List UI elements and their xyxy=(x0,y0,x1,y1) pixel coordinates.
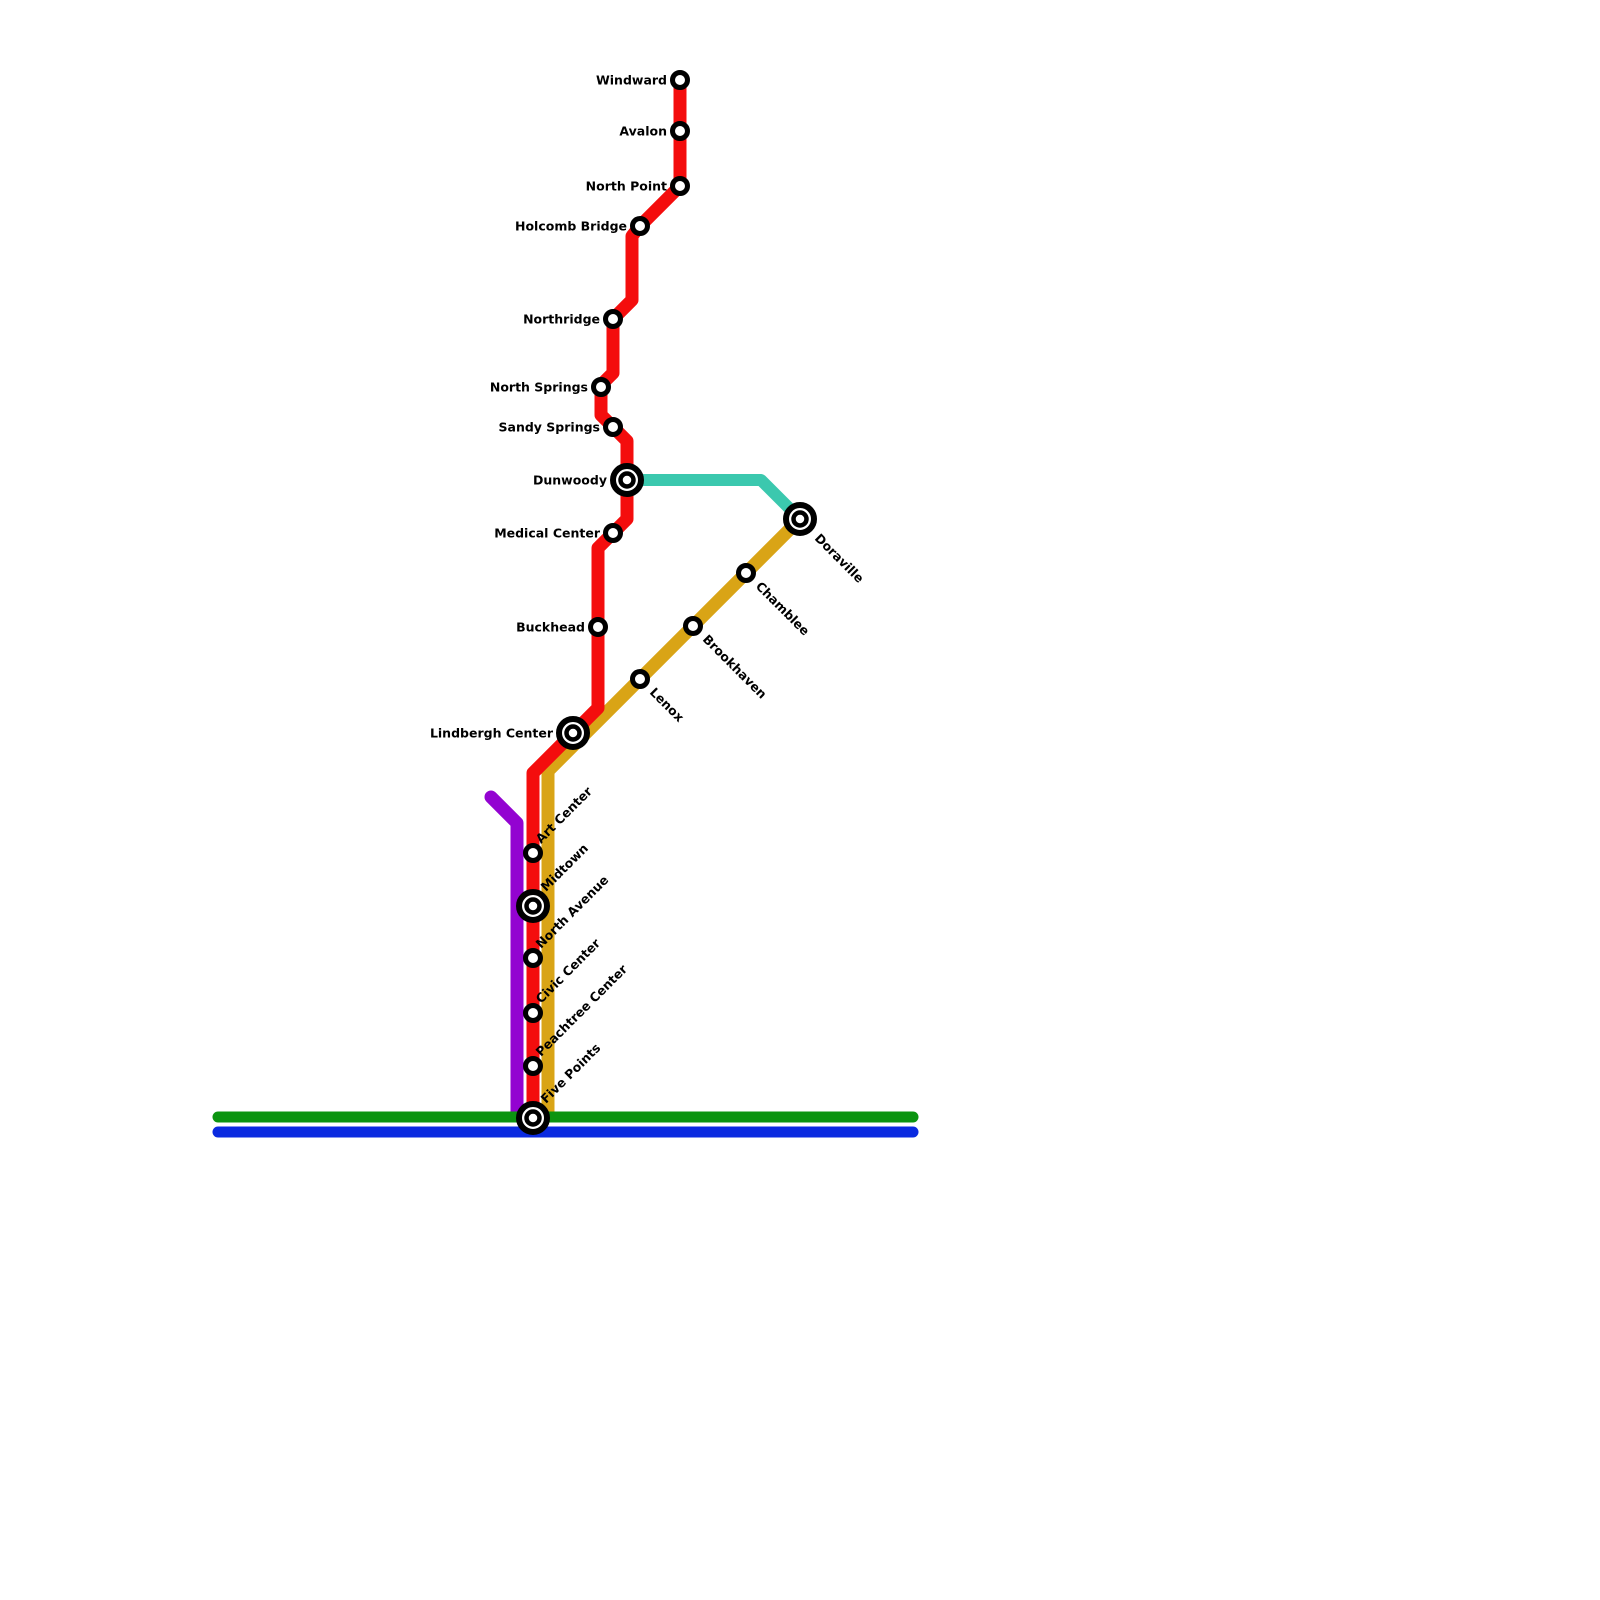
station-marker xyxy=(591,377,611,397)
station-marker xyxy=(588,617,608,637)
station-north-springs: North Springs xyxy=(490,377,611,397)
station-marker xyxy=(670,70,690,90)
station-marker xyxy=(603,523,623,543)
station-marker xyxy=(523,843,543,863)
station-marker xyxy=(603,309,623,329)
station-label-windward: Windward xyxy=(596,73,667,88)
station-marker xyxy=(523,1003,543,1023)
red-line xyxy=(526,73,687,1120)
station-marker xyxy=(683,616,703,636)
station-label-north-springs: North Springs xyxy=(490,380,588,395)
station-avalon: Avalon xyxy=(619,121,690,141)
station-medical-center: Medical Center xyxy=(494,523,623,543)
station-label-sandy-springs: Sandy Springs xyxy=(499,420,600,435)
station-holcomb-bridge: Holcomb Bridge xyxy=(515,216,650,236)
station-label-lenox: Lenox xyxy=(647,685,687,725)
station-label-doraville: Doraville xyxy=(812,531,867,586)
station-label-chamblee: Chamblee xyxy=(753,579,813,639)
station-label-holcomb-bridge: Holcomb Bridge xyxy=(515,219,627,234)
station-label-dunwoody: Dunwoody xyxy=(533,473,607,488)
station-buckhead: Buckhead xyxy=(516,617,608,637)
station-label-buckhead: Buckhead xyxy=(516,620,585,635)
station-chamblee: Chamblee xyxy=(736,563,813,639)
station-marker xyxy=(523,1056,543,1076)
purple-line xyxy=(484,790,524,1120)
station-windward: Windward xyxy=(596,70,690,90)
station-marker-inner xyxy=(618,471,636,489)
station-northridge: Northridge xyxy=(523,309,623,329)
station-marker xyxy=(736,563,756,583)
station-marker xyxy=(630,669,650,689)
station-marker-inner xyxy=(524,897,542,915)
station-marker xyxy=(670,176,690,196)
teal-line xyxy=(621,474,806,525)
station-label-medical-center: Medical Center xyxy=(494,526,601,541)
station-doraville: Doraville xyxy=(783,502,867,586)
station-marker xyxy=(523,948,543,968)
station-marker xyxy=(603,417,623,437)
station-dunwoody: Dunwoody xyxy=(533,463,644,497)
station-label-northridge: Northridge xyxy=(523,312,600,327)
station-sandy-springs: Sandy Springs xyxy=(499,417,623,437)
station-lindbergh-center: Lindbergh Center xyxy=(430,716,590,750)
station-marker-inner xyxy=(564,724,582,742)
station-lenox: Lenox xyxy=(630,669,687,725)
station-label-brookhaven: Brookhaven xyxy=(700,632,770,702)
station-brookhaven: Brookhaven xyxy=(683,616,770,702)
station-marker xyxy=(670,121,690,141)
station-label-avalon: Avalon xyxy=(619,124,667,139)
station-marker-inner xyxy=(524,1109,542,1127)
station-marker xyxy=(630,216,650,236)
gold-line xyxy=(541,512,807,1120)
station-label-lindbergh-center: Lindbergh Center xyxy=(430,726,554,741)
station-north-point: North Point xyxy=(586,176,690,196)
station-marker-inner xyxy=(791,510,809,528)
station-label-north-point: North Point xyxy=(586,179,667,194)
